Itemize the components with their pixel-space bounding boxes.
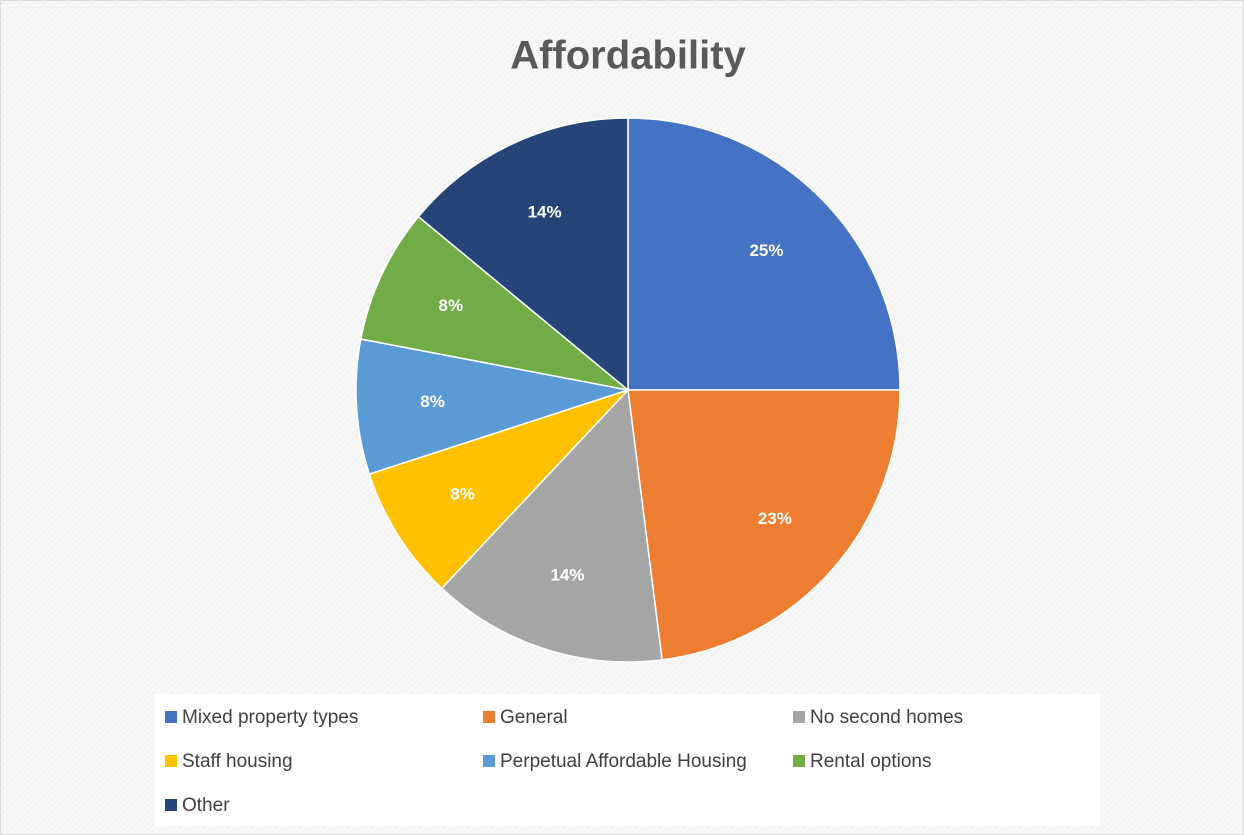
legend-label: General (500, 707, 568, 728)
chart-title: Affordability (510, 34, 746, 78)
legend-box (155, 694, 1100, 826)
legend-swatch (483, 755, 495, 767)
legend-swatch (483, 711, 495, 723)
legend-swatch (165, 755, 177, 767)
legend-label: Mixed property types (182, 707, 358, 728)
pie-slice (355, 338, 629, 475)
pie-slice (368, 389, 629, 590)
legend-label: Perpetual Affordable Housing (500, 751, 747, 772)
data-label: 14% (550, 566, 584, 585)
legend-swatch (165, 711, 177, 723)
pie-slice (627, 117, 901, 391)
pie-slice (417, 117, 629, 392)
data-label: 25% (749, 241, 783, 260)
pie-slice (627, 389, 901, 661)
legend-label: No second homes (810, 707, 963, 728)
data-label: 8% (450, 484, 475, 503)
legend-label: Other (182, 795, 230, 816)
data-label: 14% (528, 202, 562, 221)
legend-swatch (793, 711, 805, 723)
legend-swatch (165, 799, 177, 811)
data-label: 23% (758, 509, 792, 528)
data-label: 8% (420, 392, 445, 411)
legend-label: Rental options (810, 751, 931, 772)
pie-slice (359, 215, 629, 391)
data-label: 8% (439, 296, 464, 315)
legend-swatch (793, 755, 805, 767)
pie-slice (440, 388, 663, 663)
legend-label: Staff housing (182, 751, 293, 772)
